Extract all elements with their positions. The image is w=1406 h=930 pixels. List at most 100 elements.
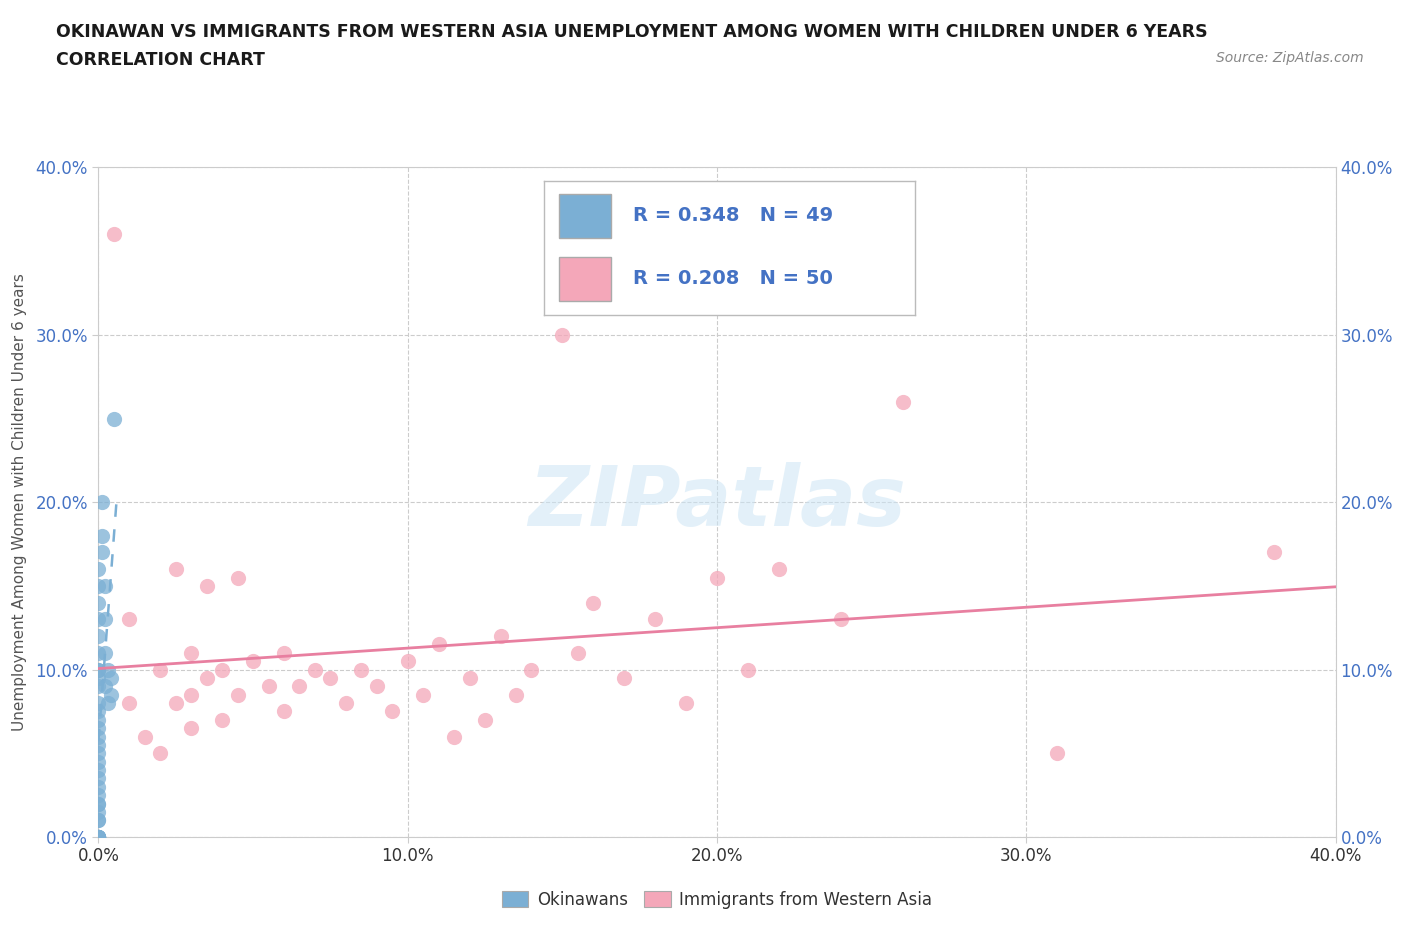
Point	[87, 578, 110, 593]
Point	[87, 779, 110, 794]
Point	[90, 495, 112, 510]
Point	[613, 671, 636, 685]
Point	[149, 662, 172, 677]
Point	[257, 679, 280, 694]
Point	[195, 578, 218, 593]
Point	[87, 662, 110, 677]
Point	[87, 737, 110, 752]
Point	[87, 830, 110, 844]
Point	[103, 411, 125, 426]
Point	[87, 612, 110, 627]
Point	[520, 662, 543, 677]
Point	[1263, 545, 1285, 560]
Point	[87, 796, 110, 811]
Point	[97, 696, 120, 711]
Point	[93, 612, 115, 627]
Point	[90, 545, 112, 560]
Point	[288, 679, 311, 694]
Point	[195, 671, 218, 685]
Point	[87, 562, 110, 577]
Point	[1046, 746, 1069, 761]
Point	[87, 629, 110, 644]
Text: ZIPatlas: ZIPatlas	[529, 461, 905, 543]
Point	[226, 570, 249, 585]
Point	[87, 763, 110, 777]
Point	[582, 595, 605, 610]
Point	[87, 830, 110, 844]
Point	[149, 746, 172, 761]
Point	[87, 830, 110, 844]
Point	[551, 327, 574, 342]
Point	[381, 704, 404, 719]
Text: Source: ZipAtlas.com: Source: ZipAtlas.com	[1216, 51, 1364, 65]
Point	[830, 612, 852, 627]
Point	[90, 528, 112, 543]
Point	[87, 712, 110, 727]
Point	[87, 813, 110, 828]
Point	[211, 662, 233, 677]
Point	[706, 570, 728, 585]
Point	[87, 671, 110, 685]
Point	[87, 830, 110, 844]
Text: OKINAWAN VS IMMIGRANTS FROM WESTERN ASIA UNEMPLOYMENT AMONG WOMEN WITH CHILDREN : OKINAWAN VS IMMIGRANTS FROM WESTERN ASIA…	[56, 23, 1208, 41]
Point	[87, 830, 110, 844]
Y-axis label: Unemployment Among Women with Children Under 6 years: Unemployment Among Women with Children U…	[13, 273, 27, 731]
Point	[87, 679, 110, 694]
Point	[87, 830, 110, 844]
Point	[165, 696, 187, 711]
Point	[675, 696, 697, 711]
Point	[489, 629, 512, 644]
Point	[412, 687, 434, 702]
Point	[93, 578, 115, 593]
Point	[87, 788, 110, 803]
Point	[366, 679, 388, 694]
Point	[737, 662, 759, 677]
Point	[87, 830, 110, 844]
Point	[644, 612, 666, 627]
Legend: Okinawans, Immigrants from Western Asia: Okinawans, Immigrants from Western Asia	[495, 884, 939, 916]
Point	[304, 662, 326, 677]
Point	[427, 637, 450, 652]
Point	[505, 687, 527, 702]
Point	[87, 662, 110, 677]
Point	[242, 654, 264, 669]
Point	[87, 645, 110, 660]
Point	[87, 754, 110, 769]
Point	[335, 696, 357, 711]
Point	[118, 696, 141, 711]
Point	[93, 679, 115, 694]
Point	[273, 645, 295, 660]
Point	[87, 696, 110, 711]
Point	[180, 721, 202, 736]
Point	[87, 796, 110, 811]
Point	[226, 687, 249, 702]
Point	[87, 804, 110, 819]
Point	[87, 771, 110, 786]
Point	[93, 645, 115, 660]
Point	[100, 671, 122, 685]
Text: CORRELATION CHART: CORRELATION CHART	[56, 51, 266, 69]
Point	[458, 671, 481, 685]
Point	[87, 595, 110, 610]
Point	[87, 830, 110, 844]
Point	[319, 671, 342, 685]
Point	[87, 830, 110, 844]
Point	[103, 227, 125, 242]
Point	[273, 704, 295, 719]
Point	[87, 729, 110, 744]
Point	[768, 562, 790, 577]
Point	[567, 645, 589, 660]
Point	[180, 645, 202, 660]
Point	[165, 562, 187, 577]
Point	[211, 712, 233, 727]
Point	[396, 654, 419, 669]
Point	[443, 729, 465, 744]
Point	[97, 662, 120, 677]
Point	[474, 712, 496, 727]
Point	[87, 830, 110, 844]
Point	[350, 662, 373, 677]
Point	[180, 687, 202, 702]
Point	[87, 746, 110, 761]
Point	[134, 729, 156, 744]
Point	[100, 687, 122, 702]
